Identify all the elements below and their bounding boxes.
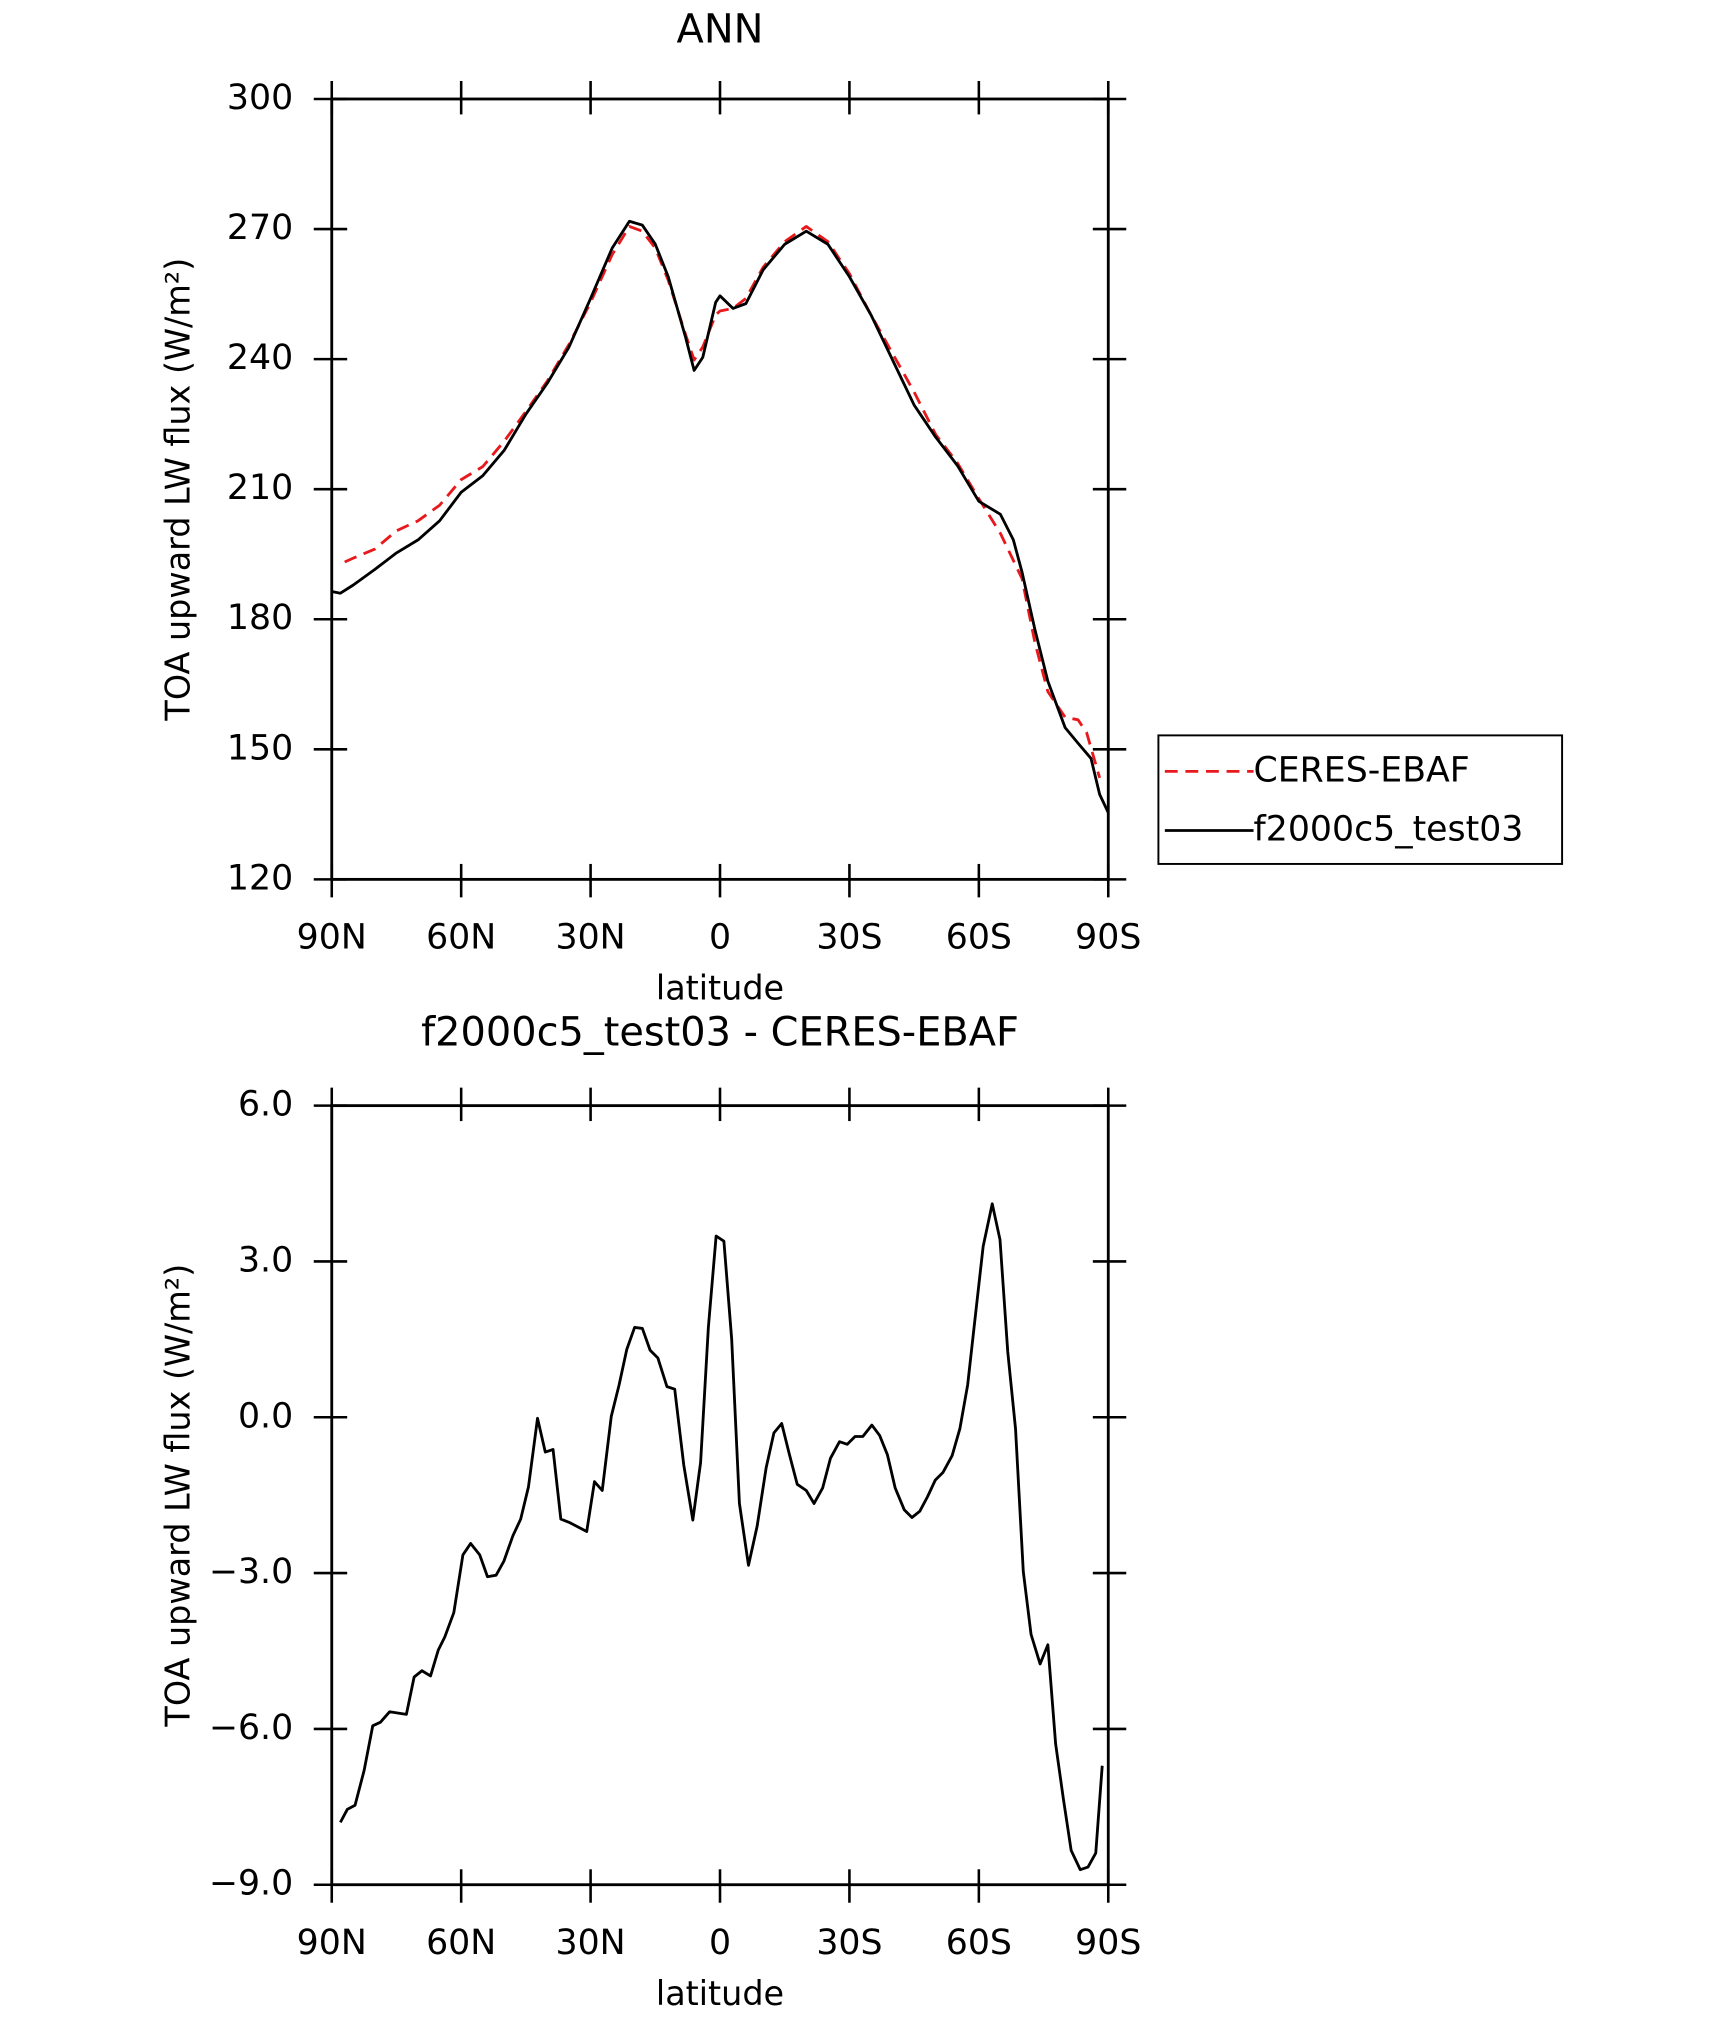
x-tick-label: 60N bbox=[426, 918, 496, 958]
x-tick-label: 60S bbox=[946, 1923, 1012, 1963]
y-tick-label: 300 bbox=[227, 78, 293, 118]
y-tick-label: 180 bbox=[227, 598, 293, 638]
legend-label: CERES-EBAF bbox=[1254, 750, 1470, 790]
plot-frame bbox=[330, 97, 1110, 881]
y-tick-label: 150 bbox=[227, 728, 293, 768]
x-tick-label: 30N bbox=[556, 918, 626, 958]
y-tick-label: −9.0 bbox=[209, 1864, 293, 1904]
x-axis-label: latitude bbox=[656, 1974, 784, 2013]
x-tick-label: 0 bbox=[709, 1923, 731, 1963]
legend-box bbox=[1157, 734, 1564, 865]
y-tick-label: 3.0 bbox=[238, 1240, 293, 1280]
x-tick-label: 60S bbox=[946, 918, 1012, 958]
y-tick-label: −3.0 bbox=[209, 1552, 293, 1592]
x-tick-label: 90N bbox=[297, 918, 367, 958]
x-tick-label: 30S bbox=[816, 918, 882, 958]
y-tick-label: 270 bbox=[227, 208, 293, 248]
y-tick-label: −6.0 bbox=[209, 1708, 293, 1748]
y-tick-label: 240 bbox=[227, 338, 293, 378]
data-line bbox=[331, 219, 1110, 814]
data-line bbox=[339, 1202, 1104, 1872]
y-axis-label: TOA upward LW flux (W/m²) bbox=[159, 258, 198, 722]
x-tick-label: 90N bbox=[297, 1923, 367, 1963]
y-tick-label: 6.0 bbox=[238, 1085, 293, 1125]
x-tick-label: 0 bbox=[709, 918, 731, 958]
chart-title: ANN bbox=[677, 7, 764, 53]
x-tick-label: 90S bbox=[1075, 918, 1141, 958]
data-line bbox=[344, 225, 1102, 779]
y-axis-label: TOA upward LW flux (W/m²) bbox=[159, 1264, 198, 1728]
x-tick-label: 90S bbox=[1075, 1923, 1141, 1963]
x-tick-label: 30N bbox=[556, 1923, 626, 1963]
y-tick-label: 120 bbox=[227, 858, 293, 898]
x-tick-label: 30S bbox=[816, 1923, 882, 1963]
x-tick-label: 60N bbox=[426, 1923, 496, 1963]
legend-label: f2000c5_test03 bbox=[1254, 810, 1524, 850]
y-tick-label: 210 bbox=[227, 468, 293, 508]
y-tick-label: 0.0 bbox=[238, 1396, 293, 1436]
plot-frame bbox=[330, 1104, 1110, 1887]
chart-title: f2000c5_test03 - CERES-EBAF bbox=[421, 1009, 1019, 1055]
x-axis-label: latitude bbox=[656, 968, 784, 1007]
